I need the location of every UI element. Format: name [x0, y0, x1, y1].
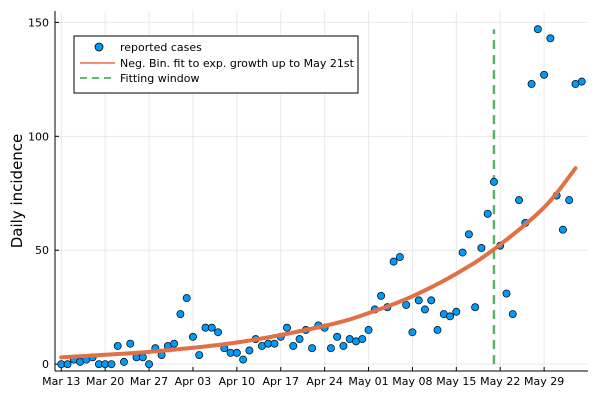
y-tick-label: 100 — [28, 130, 49, 143]
data-point — [515, 196, 523, 205]
data-point — [358, 335, 367, 344]
x-tick-label: Mar 27 — [130, 375, 168, 388]
data-point — [270, 339, 279, 348]
data-point — [283, 323, 291, 332]
data-point — [107, 360, 116, 369]
data-point — [289, 341, 298, 350]
data-point — [540, 70, 549, 79]
data-point — [295, 335, 304, 344]
y-ticks: 0 50 100 150 — [28, 16, 49, 371]
legend-marker-reported-cases — [94, 42, 104, 52]
data-point — [533, 25, 542, 34]
data-point — [464, 230, 473, 239]
data-point — [471, 303, 480, 312]
x-tick-label: May 15 — [436, 375, 476, 388]
data-point — [427, 296, 436, 305]
data-point — [558, 225, 567, 234]
x-tick-label: Mar 13 — [42, 375, 80, 388]
data-point — [239, 355, 248, 364]
x-ticks: Mar 13 Mar 20 Mar 27 Apr 03 Apr 10 Apr 17 Apr … — [42, 375, 564, 388]
data-point — [63, 360, 72, 369]
data-point — [364, 326, 373, 334]
x-tick-label: Apr 03 — [175, 375, 212, 388]
data-point — [502, 289, 511, 298]
x-tick-label: May 01 — [348, 375, 388, 388]
data-point — [113, 341, 122, 350]
data-point — [477, 244, 486, 252]
data-point — [138, 353, 147, 362]
data-point — [120, 357, 128, 366]
legend-box — [73, 35, 359, 94]
data-point — [421, 305, 429, 314]
data-point — [577, 77, 586, 86]
data-point — [433, 326, 442, 334]
data-point — [170, 339, 179, 348]
data-point — [333, 332, 342, 341]
x-tick-label: Apr 10 — [219, 375, 256, 388]
data-point — [245, 346, 254, 355]
data-point — [339, 341, 348, 350]
data-point — [176, 310, 185, 318]
x-tick-label: Mar 20 — [86, 375, 124, 388]
data-point — [232, 348, 241, 357]
x-tick-label: Apr 24 — [306, 375, 343, 388]
data-point — [408, 328, 417, 337]
data-point — [414, 296, 423, 305]
x-tick-label: May 29 — [524, 375, 564, 388]
data-point — [126, 339, 135, 348]
data-point — [195, 351, 204, 360]
x-tick-label: May 08 — [392, 375, 432, 388]
axes — [54, 11, 588, 372]
data-point — [377, 291, 386, 300]
data-point — [508, 310, 517, 318]
y-tick-label: 150 — [28, 16, 49, 29]
data-point — [389, 257, 398, 266]
data-point — [214, 328, 222, 337]
y-tick-label: 0 — [42, 358, 49, 371]
y-axis-title: Daily incidence — [8, 134, 26, 249]
data-point — [182, 294, 191, 303]
legend-label-fitting-window: Fitting window — [120, 72, 199, 85]
x-tick-label: May 22 — [480, 375, 520, 388]
y-tick-label: 50 — [35, 244, 49, 257]
legend-label-fit: Neg. Bin. fit to exp. growth up to May 2… — [120, 57, 355, 70]
data-point — [145, 360, 154, 369]
legend: reported cases Neg. Bin. fit to exp. gro… — [73, 35, 359, 94]
data-point — [326, 344, 335, 353]
data-point — [483, 209, 492, 218]
data-point — [395, 253, 404, 262]
data-point — [452, 307, 461, 316]
data-point — [446, 312, 454, 321]
x-tick-label: Apr 17 — [262, 375, 299, 388]
data-point — [207, 323, 216, 332]
data-point — [308, 344, 317, 353]
series — [57, 25, 586, 369]
data-point — [527, 79, 536, 88]
data-point — [458, 248, 467, 257]
data-point — [402, 300, 411, 309]
fit-curve — [59, 166, 578, 360]
data-point — [565, 196, 574, 205]
data-point — [189, 332, 197, 341]
legend-label-reported-cases: reported cases — [120, 41, 202, 54]
data-point — [546, 34, 555, 43]
data-point — [489, 177, 498, 186]
